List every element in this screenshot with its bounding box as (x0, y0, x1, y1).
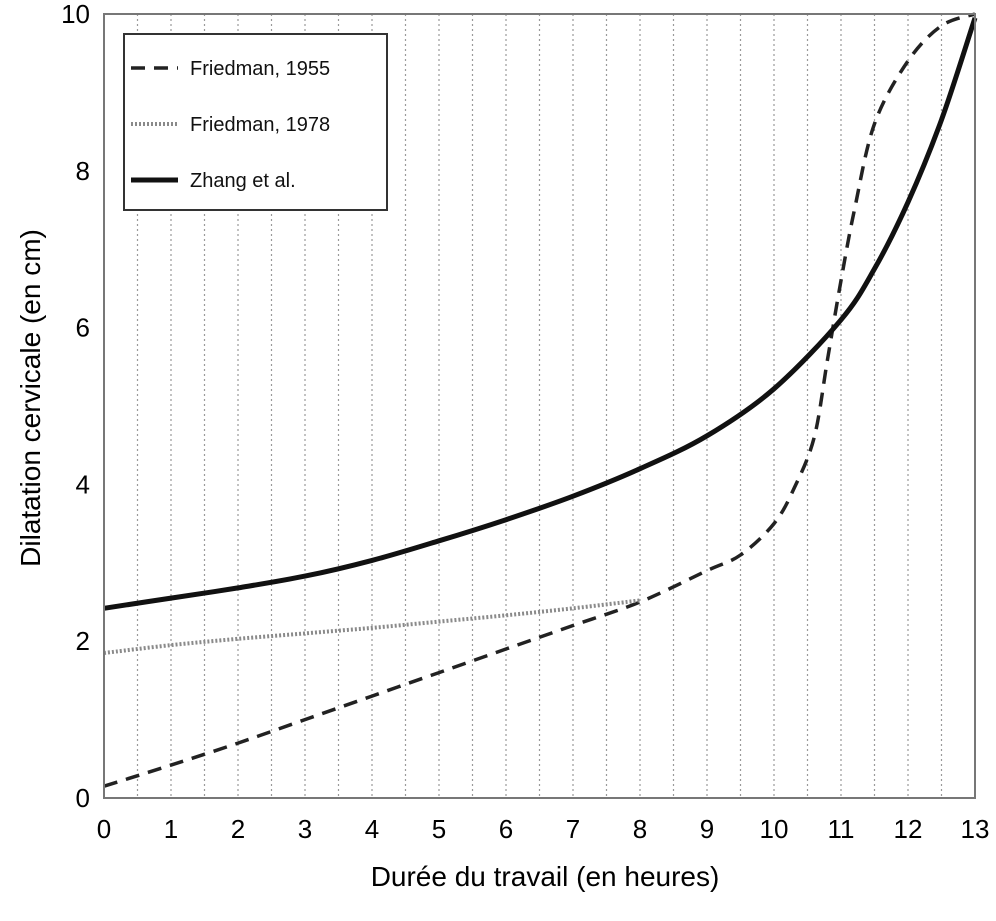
series-line-zhang-et-al (103, 17, 978, 611)
x-tick-label: 4 (365, 814, 379, 844)
y-axis-title: Dilatation cervicale (en cm) (15, 229, 46, 567)
x-tick-label: 9 (700, 814, 714, 844)
y-tick-label: 4 (76, 469, 90, 499)
x-tick-label: 6 (499, 814, 513, 844)
x-tick-label: 11 (828, 814, 855, 844)
legend: Friedman, 1955 Friedman, 1978 Zhang et al. (123, 33, 388, 211)
x-tick-label: 13 (961, 814, 990, 844)
y-tick-label: 10 (61, 0, 90, 29)
x-tick-label: 2 (231, 814, 245, 844)
series-line-friedman-1955 (103, 12, 976, 788)
y-tick-label: 2 (76, 626, 90, 656)
series-line-friedman-1978 (103, 598, 641, 655)
y-tick-labels: 0 2 4 6 8 10 (61, 0, 90, 813)
x-tick-label: 3 (298, 814, 312, 844)
plot-frame (103, 13, 976, 799)
x-tick-label: 5 (432, 814, 446, 844)
x-axis-title: Durée du travail (en heures) (371, 861, 720, 892)
y-tick-label: 8 (76, 156, 90, 186)
x-tick-labels: 0 1 2 3 4 5 6 7 8 9 10 11 12 13 (97, 814, 990, 844)
legend-label-friedman-1955: Friedman, 1955 (190, 58, 330, 80)
x-tick-label: 7 (566, 814, 580, 844)
x-tick-label: 8 (633, 814, 647, 844)
grid (136, 14, 943, 798)
series-group (103, 12, 978, 788)
y-tick-label: 0 (76, 783, 90, 813)
y-tick-label: 6 (76, 313, 90, 343)
legend-label-friedman-1978: Friedman, 1978 (190, 114, 330, 136)
x-tick-label: 10 (760, 814, 789, 844)
x-tick-label: 12 (894, 814, 923, 844)
legend-label-zhang-et-al: Zhang et al. (190, 170, 296, 192)
x-tick-label: 1 (164, 814, 178, 844)
x-tick-label: 0 (97, 814, 111, 844)
